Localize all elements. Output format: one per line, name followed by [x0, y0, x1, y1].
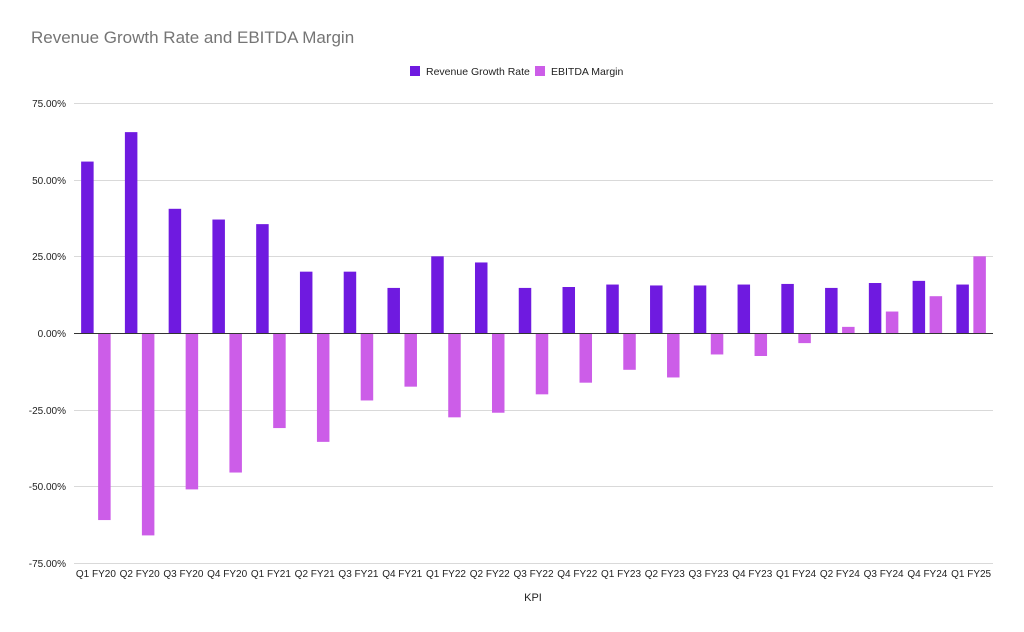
x-tick-label: Q1 FY25: [951, 569, 991, 580]
revenue-growth-bar: [81, 161, 94, 333]
y-axis-tick-labels: 75.00% 50.00% 25.00% 0.00% -25.00% -50.00% -75…: [29, 99, 66, 570]
x-tick-label: Q1 FY24: [776, 569, 816, 580]
legend-label-ebitda: EBITDA Margin: [551, 66, 624, 78]
y-tick-label: -50.00%: [29, 482, 66, 493]
x-tick-label: Q1 FY23: [601, 569, 641, 580]
x-tick-label: Q3 FY24: [864, 569, 904, 580]
x-tick-label: Q3 FY20: [163, 569, 203, 580]
x-tick-label: Q1 FY20: [76, 569, 116, 580]
ebitda-margin-bar: [842, 326, 855, 333]
revenue-growth-bar: [781, 283, 794, 333]
ebitda-margin-bar: [316, 333, 330, 442]
revenue-growth-bar: [518, 287, 532, 333]
revenue-growth-bar: [299, 271, 313, 333]
x-tick-label: Q4 FY22: [557, 569, 597, 580]
ebitda-margin-bar: [798, 333, 811, 344]
y-tick-label: -75.00%: [29, 559, 66, 570]
ebitda-margin-bar: [579, 333, 593, 383]
revenue-growth-bar: [912, 280, 926, 333]
revenue-growth-bar: [168, 208, 182, 333]
ebitda-margin-bar: [229, 333, 242, 473]
x-tick-label: Q2 FY20: [120, 569, 160, 580]
ebitda-margin-bar: [98, 333, 111, 521]
x-tick-label: Q3 FY21: [338, 569, 378, 580]
x-tick-label: Q3 FY23: [689, 569, 729, 580]
x-tick-label: Q1 FY21: [251, 569, 291, 580]
x-tick-label: Q4 FY23: [732, 569, 772, 580]
y-tick-label: 0.00%: [38, 329, 66, 340]
x-tick-label: Q2 FY23: [645, 569, 685, 580]
x-tick-label: Q4 FY24: [907, 569, 947, 580]
x-axis-tick-labels: Q1 FY20 Q2 FY20 Q3 FY20 Q4 FY20 Q1 FY21 Q2 FY…: [76, 569, 992, 580]
revenue-growth-bar: [387, 287, 400, 333]
ebitda-margin-bar: [535, 333, 549, 395]
revenue-growth-bar: [474, 262, 488, 333]
bars: [81, 132, 986, 536]
revenue-growth-bar: [212, 219, 225, 333]
legend-swatch-ebitda: [535, 66, 545, 76]
ebitda-margin-bar: [360, 333, 374, 401]
revenue-growth-bar: [868, 283, 882, 333]
ebitda-margin-bar: [448, 333, 461, 418]
x-tick-label: Q1 FY22: [426, 569, 466, 580]
ebitda-margin-bar: [141, 333, 155, 536]
ebitda-margin-bar: [929, 296, 943, 333]
x-tick-label: Q2 FY24: [820, 569, 860, 580]
legend: Revenue Growth Rate EBITDA Margin: [410, 66, 624, 78]
revenue-growth-bar: [256, 224, 269, 333]
y-tick-label: 75.00%: [32, 99, 66, 110]
ebitda-margin-bar: [667, 333, 680, 378]
ebitda-margin-bar: [623, 333, 636, 370]
revenue-growth-bar: [737, 284, 751, 333]
ebitda-margin-bar: [273, 333, 286, 429]
revenue-growth-bar: [825, 287, 838, 333]
y-tick-label: 50.00%: [32, 176, 66, 187]
revenue-growth-bar: [343, 271, 357, 333]
x-axis-title: KPI: [524, 592, 542, 604]
x-tick-label: Q4 FY21: [382, 569, 422, 580]
x-tick-label: Q3 FY22: [513, 569, 553, 580]
y-tick-label: 25.00%: [32, 252, 66, 263]
chart-title: Revenue Growth Rate and EBITDA Margin: [31, 28, 355, 47]
revenue-growth-bar: [606, 284, 619, 333]
x-tick-label: Q2 FY21: [295, 569, 335, 580]
ebitda-margin-bar: [404, 333, 417, 387]
revenue-growth-bar: [124, 132, 138, 333]
revenue-growth-bar: [956, 284, 969, 333]
ebitda-margin-bar: [973, 256, 986, 333]
y-tick-label: -25.00%: [29, 406, 66, 417]
legend-swatch-revenue: [410, 66, 420, 76]
ebitda-margin-bar: [885, 311, 899, 333]
ebitda-margin-bar: [754, 333, 768, 356]
revenue-growth-bar: [650, 285, 663, 333]
revenue-growth-bar: [431, 256, 444, 333]
legend-label-revenue: Revenue Growth Rate: [426, 66, 530, 78]
ebitda-margin-bar: [491, 333, 505, 413]
x-tick-label: Q4 FY20: [207, 569, 247, 580]
revenue-growth-bar: [562, 287, 576, 333]
x-tick-label: Q2 FY22: [470, 569, 510, 580]
ebitda-margin-bar: [185, 333, 199, 490]
revenue-growth-bar: [693, 285, 707, 333]
ebitda-margin-bar: [710, 333, 724, 355]
